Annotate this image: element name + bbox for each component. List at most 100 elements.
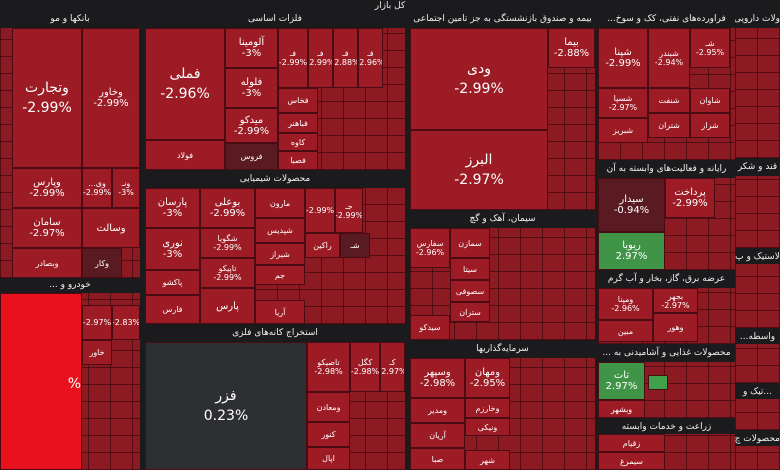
stock-cell[interactable]: فلوله -3% (225, 68, 278, 108)
stock-cell[interactable]: وسپهر -2.98% (410, 358, 465, 398)
stock-cell[interactable]: شگویا -2.99% (200, 228, 255, 258)
stock-cell[interactable]: راکین (305, 233, 340, 258)
stock-cell[interactable]: ومهان -2.95% (465, 358, 510, 398)
stock-cell[interactable]: وسالت (82, 208, 140, 248)
sector-header[interactable]: فلزات اساسی (145, 12, 405, 28)
sector-header[interactable]: محصولات شیمیایی (145, 172, 405, 188)
sector-header[interactable]: زراعت و خدمات وابسته (598, 420, 735, 434)
stock-cell[interactable]: -2.97% (82, 305, 112, 340)
stock-cell[interactable]: پرداخت -2.99% (665, 178, 715, 218)
stock-cell[interactable]: شاوان (690, 88, 730, 113)
stock-cell[interactable]: وکار (82, 248, 122, 278)
stock-cell[interactable]: فولاد (145, 140, 225, 170)
sector-header[interactable]: رایانه و فعالیت‌های وابسته به آن (598, 162, 735, 178)
stock-cell[interactable]: بیما -2.88% (548, 28, 595, 68)
sector-header[interactable]: محصولات چ... (735, 432, 780, 446)
stock-cell[interactable]: شهر (465, 450, 510, 470)
stock-cell[interactable]: شتران (648, 113, 690, 138)
stock-cell[interactable]: جم (255, 265, 305, 285)
sector-header[interactable]: لاستیک و پ (735, 250, 780, 264)
sector-header[interactable]: واسطه... (735, 330, 780, 344)
stock-cell[interactable]: ریوبا 2.97% (598, 232, 665, 270)
stock-cell[interactable]: فباهنر (278, 113, 318, 133)
stock-cell[interactable]: زقیام (598, 434, 665, 452)
stock-cell[interactable]: شپنا -2.99% (598, 28, 648, 88)
stock-cell[interactable]: پارسان -3% (145, 188, 200, 228)
stock-cell[interactable]: خاور (82, 340, 112, 365)
stock-cell[interactable]: شیراز (255, 243, 305, 265)
stock-cell[interactable]: کاوه (278, 133, 318, 151)
stock-cell[interactable]: مبین (598, 320, 653, 342)
stock-cell[interactable]: میدکو -2.99% (225, 108, 278, 143)
stock-cell[interactable]: -2.99% (305, 188, 335, 233)
sector-header[interactable]: سیمان، آهک و گچ (410, 212, 595, 228)
sector-header[interactable]: ولات دارویی (735, 12, 780, 28)
stock-cell[interactable]: فـ-2.99% (278, 28, 308, 88)
stock-cell[interactable]: -2.83% (112, 305, 140, 340)
stock-cell[interactable]: % (0, 293, 82, 470)
stock-cell[interactable]: پارس (200, 288, 255, 324)
stock-cell[interactable]: صبا (410, 448, 465, 470)
stock-cell[interactable]: فصبا (278, 151, 318, 170)
stock-cell[interactable]: شـ -2.95% (690, 28, 730, 68)
stock-cell[interactable]: ونـ -3% (112, 168, 140, 208)
stock-cell[interactable]: جـ -2.99% (335, 188, 363, 233)
stock-cell[interactable]: فملی -2.96% (145, 28, 225, 140)
stock-cell[interactable]: آریا (255, 300, 305, 324)
stock-cell[interactable]: آریان (410, 423, 465, 448)
stock-cell[interactable]: نوری -3% (145, 228, 200, 270)
stock-cell[interactable]: اپال (307, 447, 350, 470)
stock-cell[interactable]: بجهر -2.97% (653, 288, 698, 313)
stock-cell[interactable]: شنفت (648, 88, 690, 113)
stock-cell[interactable]: فـ-2.96% (358, 28, 383, 88)
stock-cell[interactable]: سیتا (450, 258, 490, 280)
stock-cell[interactable]: وبصادر (12, 248, 82, 278)
sector-header[interactable]: عرضه برق، گاز، بخار و آب گرم (598, 272, 735, 288)
stock-cell[interactable]: وخارزم (465, 398, 510, 418)
stock-cell[interactable]: فخاس (278, 88, 318, 113)
sector-header[interactable]: ...تیک و (735, 385, 780, 399)
stock-cell[interactable]: سفارس -2.96% (410, 228, 450, 268)
stock-cell[interactable]: پاکشو (145, 270, 200, 295)
sector-header[interactable]: فراورده‌های نفتی، کک و سوخ... (598, 12, 735, 28)
stock-cell[interactable]: فـ-2.99% (308, 28, 333, 88)
stock-cell[interactable]: شراز (690, 113, 730, 138)
sector-header[interactable]: سرمایه‌گذاریها (410, 342, 595, 358)
stock-cell[interactable]: فـ-2.88% (333, 28, 358, 88)
stock-cell[interactable]: البرز -2.97% (410, 130, 548, 210)
stock-cell[interactable]: آلومینا -3% (225, 28, 278, 68)
stock-cell[interactable]: تاصیکو -2.98% (307, 342, 350, 392)
stock-cell[interactable]: کـ-2.97% (380, 342, 405, 392)
stock-cell[interactable]: فروس (225, 143, 278, 170)
stock-cell[interactable]: وهور (653, 313, 698, 342)
stock-cell[interactable]: شبریز (598, 118, 648, 143)
stock-cell[interactable]: ستران (450, 302, 490, 322)
stock-cell[interactable]: شـ (340, 233, 370, 258)
stock-cell[interactable] (648, 375, 668, 390)
stock-cell[interactable]: وبشهر (598, 400, 645, 418)
stock-cell[interactable]: بوعلی -2.99% (200, 188, 255, 228)
stock-cell[interactable]: شپدیس (255, 218, 305, 243)
stock-cell[interactable]: فزر 0.23% (145, 342, 307, 470)
stock-cell[interactable]: وی... -2.99% (82, 168, 112, 208)
stock-cell[interactable]: ونیکی (465, 418, 510, 436)
sector-header[interactable]: محصولات غذایی و آشامیدنی به ... (598, 346, 735, 362)
stock-cell[interactable]: تاپیکو -2.99% (200, 258, 255, 288)
sector-header[interactable]: بیمه و صندوق بازنشستگی به جز تامین اجتما… (410, 12, 595, 28)
stock-cell[interactable]: سصوفی (450, 280, 490, 302)
stock-cell[interactable]: فارس (145, 295, 200, 324)
stock-cell[interactable]: وخاور -2.99% (82, 28, 140, 168)
sector-header[interactable]: قند و شکر (735, 160, 780, 176)
stock-cell[interactable]: وپارس -2.99% (12, 168, 82, 208)
stock-cell[interactable]: تات 2.97% (598, 362, 645, 400)
sector-header[interactable]: خودرو و ... (0, 278, 140, 293)
stock-cell[interactable]: مارون (255, 188, 305, 218)
stock-cell[interactable]: سیمرغ (598, 452, 665, 470)
stock-cell[interactable]: کگل -2.98% (350, 342, 380, 392)
stock-cell[interactable]: سیدکو (410, 315, 450, 340)
stock-cell[interactable]: سیدار -0.94% (598, 178, 665, 232)
stock-cell[interactable]: کنور (307, 422, 350, 447)
stock-cell[interactable]: ومپنا -2.96% (598, 288, 653, 320)
stock-cell[interactable]: شبندر -2.94% (648, 28, 690, 88)
sector-header[interactable]: استخراج کانه‌های فلزی (145, 326, 405, 342)
